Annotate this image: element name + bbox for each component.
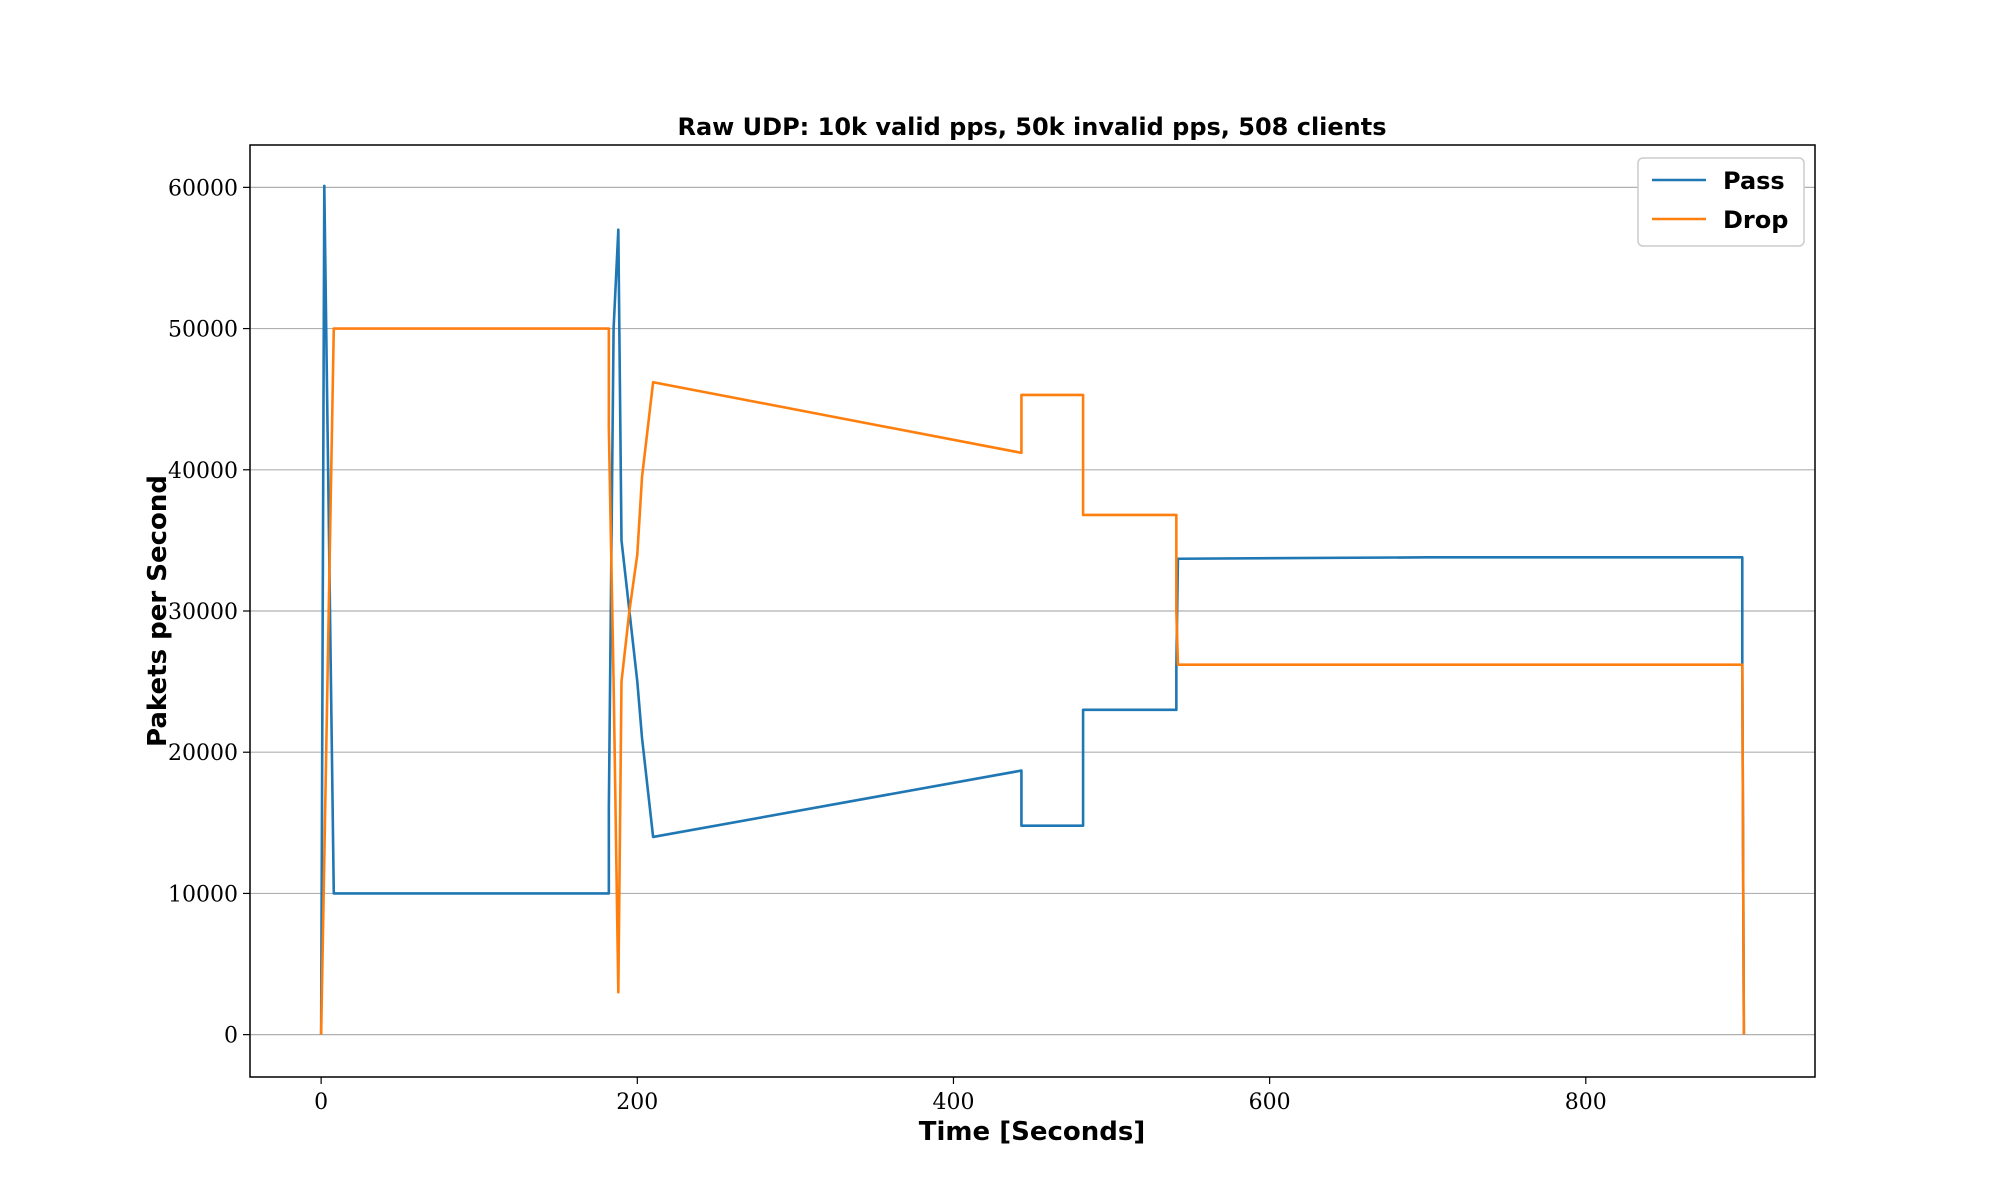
chart-title: Raw UDP: 10k valid pps, 50k invalid pps,… xyxy=(677,113,1386,141)
y-axis-label: Pakets per Second xyxy=(143,475,173,747)
y-tick-label: 20000 xyxy=(168,741,238,766)
axis-ticks: 0 10000 20000 30000 40000 50000 60000 0 200 400 60… xyxy=(168,176,1607,1115)
legend-label-pass: Pass xyxy=(1723,167,1785,195)
series-lines xyxy=(319,184,1746,1035)
y-tick-label: 60000 xyxy=(168,176,238,201)
y-tick-label: 40000 xyxy=(168,459,238,484)
y-tick-label: 30000 xyxy=(168,600,238,625)
legend-label-drop: Drop xyxy=(1723,206,1788,234)
y-tick-label: 10000 xyxy=(168,882,238,907)
x-tick-label: 0 xyxy=(314,1090,328,1115)
x-tick-label: 400 xyxy=(932,1090,974,1115)
legend: Pass Drop xyxy=(1637,157,1805,247)
series-line-drop xyxy=(319,327,1746,1035)
y-tick-label: 50000 xyxy=(168,318,238,343)
grid-lines xyxy=(250,186,1815,1036)
y-tick-label: 0 xyxy=(224,1024,238,1049)
x-tick-label: 200 xyxy=(616,1090,658,1115)
x-tick-label: 600 xyxy=(1249,1090,1291,1115)
x-axis-label: Time [Seconds] xyxy=(919,1117,1145,1147)
x-tick-label: 800 xyxy=(1565,1090,1607,1115)
series-line-pass xyxy=(319,184,1746,1035)
